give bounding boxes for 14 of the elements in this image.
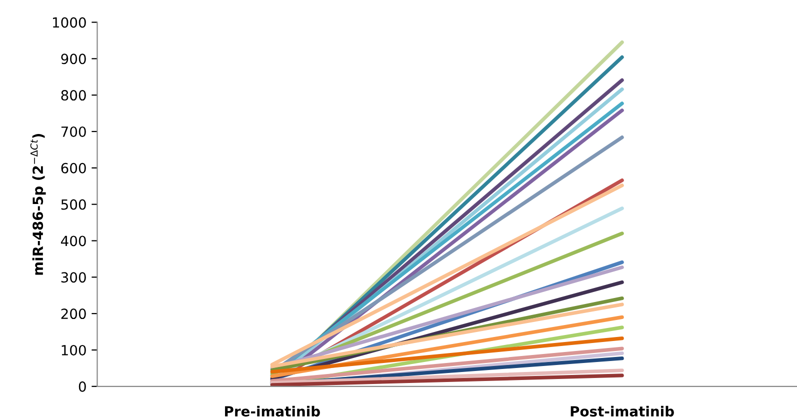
y-tick-label: 800 bbox=[61, 90, 86, 101]
y-tick-label: 200 bbox=[61, 308, 86, 320]
y-tick-label: 700 bbox=[61, 126, 86, 137]
y-tick-label: 400 bbox=[60, 236, 86, 246]
y-tick-label: 0 bbox=[78, 381, 86, 392]
x-tick-label: Post-imatinib bbox=[570, 406, 674, 417]
y-tick-label: 900 bbox=[61, 54, 86, 64]
y-tick-label: 100 bbox=[62, 344, 86, 356]
y-tick-label: 500 bbox=[61, 199, 86, 210]
x-tick-label: Pre-imatinib bbox=[225, 406, 320, 417]
y-axis-title: miR-486-5p (2$^{−ΔCt}$) bbox=[30, 134, 46, 275]
y-tick-label: 300 bbox=[61, 272, 86, 283]
y-tick-label: 600 bbox=[61, 162, 86, 174]
y-tick-label: 1000 bbox=[52, 17, 86, 28]
